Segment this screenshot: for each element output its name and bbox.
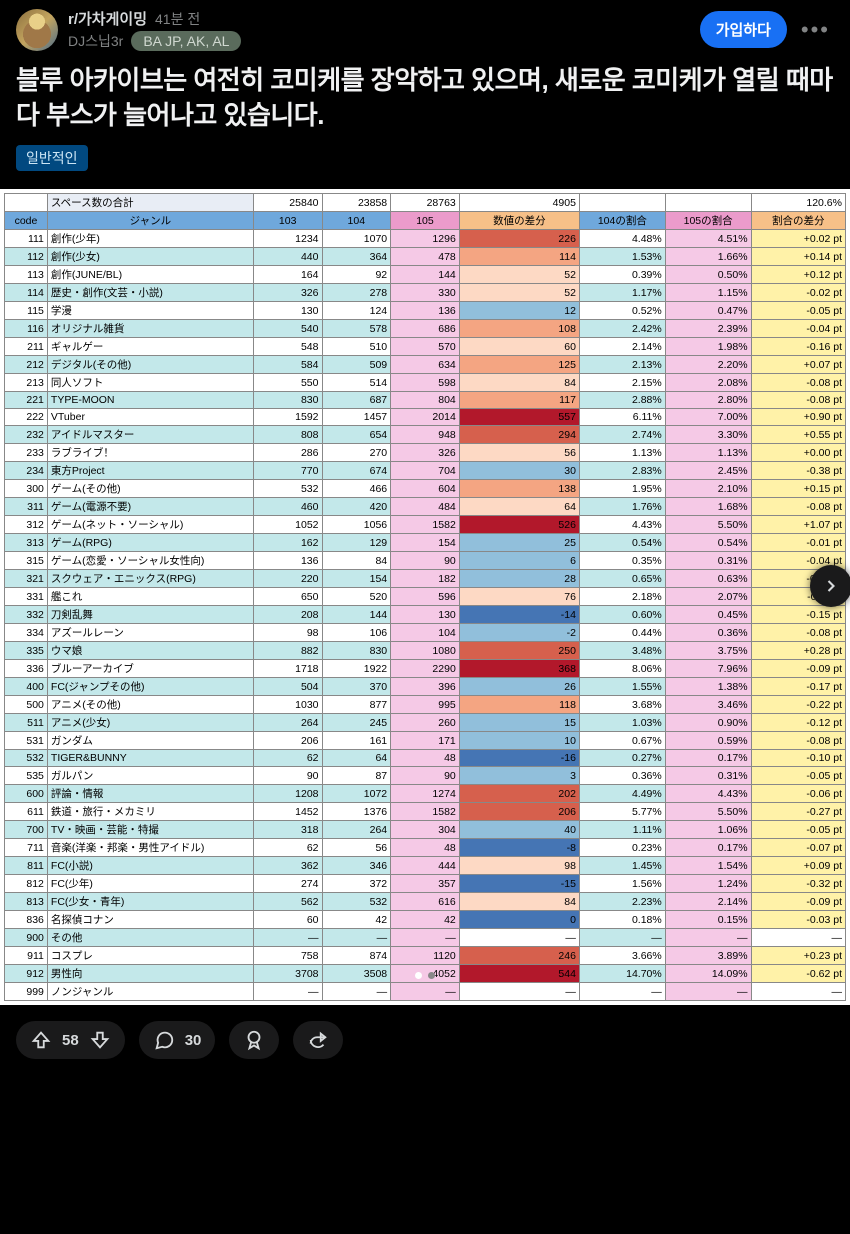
post-flair[interactable]: 일반적인	[16, 145, 88, 171]
vote-pill: 58	[16, 1021, 125, 1059]
share-icon	[307, 1029, 329, 1051]
score: 58	[62, 1032, 79, 1049]
award-button[interactable]	[229, 1021, 279, 1059]
next-image-button[interactable]	[810, 565, 850, 607]
upvote-icon[interactable]	[30, 1029, 52, 1051]
data-table: スペース数の合計2584023858287634905120.6%codeジャン…	[4, 193, 846, 1001]
dot[interactable]	[428, 972, 435, 979]
post-header: r/가차게이밍 41분 전 DJ스닙3r BA JP, AK, AL 가입하다 …	[16, 8, 834, 51]
post-footer: 58 30	[0, 1005, 850, 1083]
dot[interactable]	[415, 972, 422, 979]
post-image[interactable]: スペース数の合計2584023858287634905120.6%codeジャン…	[0, 189, 850, 1005]
join-button[interactable]: 가입하다	[700, 11, 787, 48]
comment-icon	[153, 1029, 175, 1051]
post-title: 블루 아카이브는 여전히 코미케를 장악하고 있으며, 새로운 코미케가 열릴 …	[16, 63, 834, 133]
downvote-icon[interactable]	[89, 1029, 111, 1051]
post-time: 41분 전	[155, 9, 200, 29]
comment-count: 30	[185, 1032, 202, 1049]
comments-button[interactable]: 30	[139, 1021, 216, 1059]
image-dots	[415, 972, 435, 979]
share-button[interactable]	[293, 1021, 343, 1059]
avatar[interactable]	[16, 9, 58, 51]
subreddit-link[interactable]: r/가차게이밍	[68, 8, 147, 29]
user-flair: BA JP, AK, AL	[131, 31, 241, 51]
award-icon	[243, 1029, 265, 1051]
author-link[interactable]: DJ스닙3r	[68, 31, 123, 51]
more-menu-icon[interactable]: •••	[797, 17, 834, 43]
